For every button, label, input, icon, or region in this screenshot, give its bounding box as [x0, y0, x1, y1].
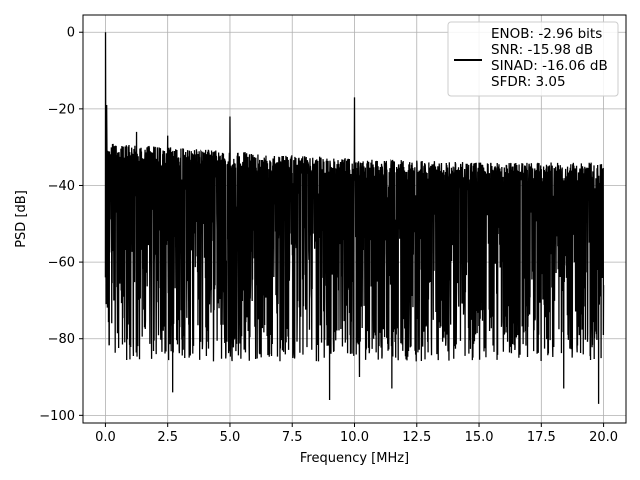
legend-entry-line-1: SNR: -15.98 dB	[491, 42, 593, 58]
x-tick-label-0: 0.0	[95, 430, 116, 445]
psd-series-line	[104, 32, 605, 404]
x-tick-label-3: 7.5	[282, 430, 303, 445]
plot-area	[83, 15, 626, 423]
y-tick-label-0: 0	[67, 26, 75, 41]
x-tick-label-8: 20.0	[589, 430, 618, 445]
y-tick-label-3: −60	[48, 256, 75, 271]
x-tick-label-7: 17.5	[527, 430, 556, 445]
y-axis-label: PSD [dB]	[14, 190, 29, 248]
legend-entry-line-0: ENOB: -2.96 bits	[491, 26, 602, 42]
y-tick-label-1: −20	[48, 102, 75, 117]
legend-box	[447, 21, 619, 97]
x-axis-label: Frequency [MHz]	[300, 451, 409, 466]
y-tick-label-5: −100	[39, 409, 75, 424]
x-tick-label-5: 12.5	[402, 430, 431, 445]
y-tick-label-2: −40	[48, 179, 75, 194]
y-tick-label-4: −80	[48, 332, 75, 347]
x-tick-label-6: 15.0	[465, 430, 494, 445]
legend-entry-line-3: SFDR: 3.05	[491, 74, 566, 90]
x-tick-label-1: 2.5	[157, 430, 178, 445]
x-tick-label-2: 5.0	[220, 430, 241, 445]
x-tick-label-4: 10.0	[340, 430, 369, 445]
legend-entry-line-2: SINAD: -16.06 dB	[491, 58, 608, 74]
